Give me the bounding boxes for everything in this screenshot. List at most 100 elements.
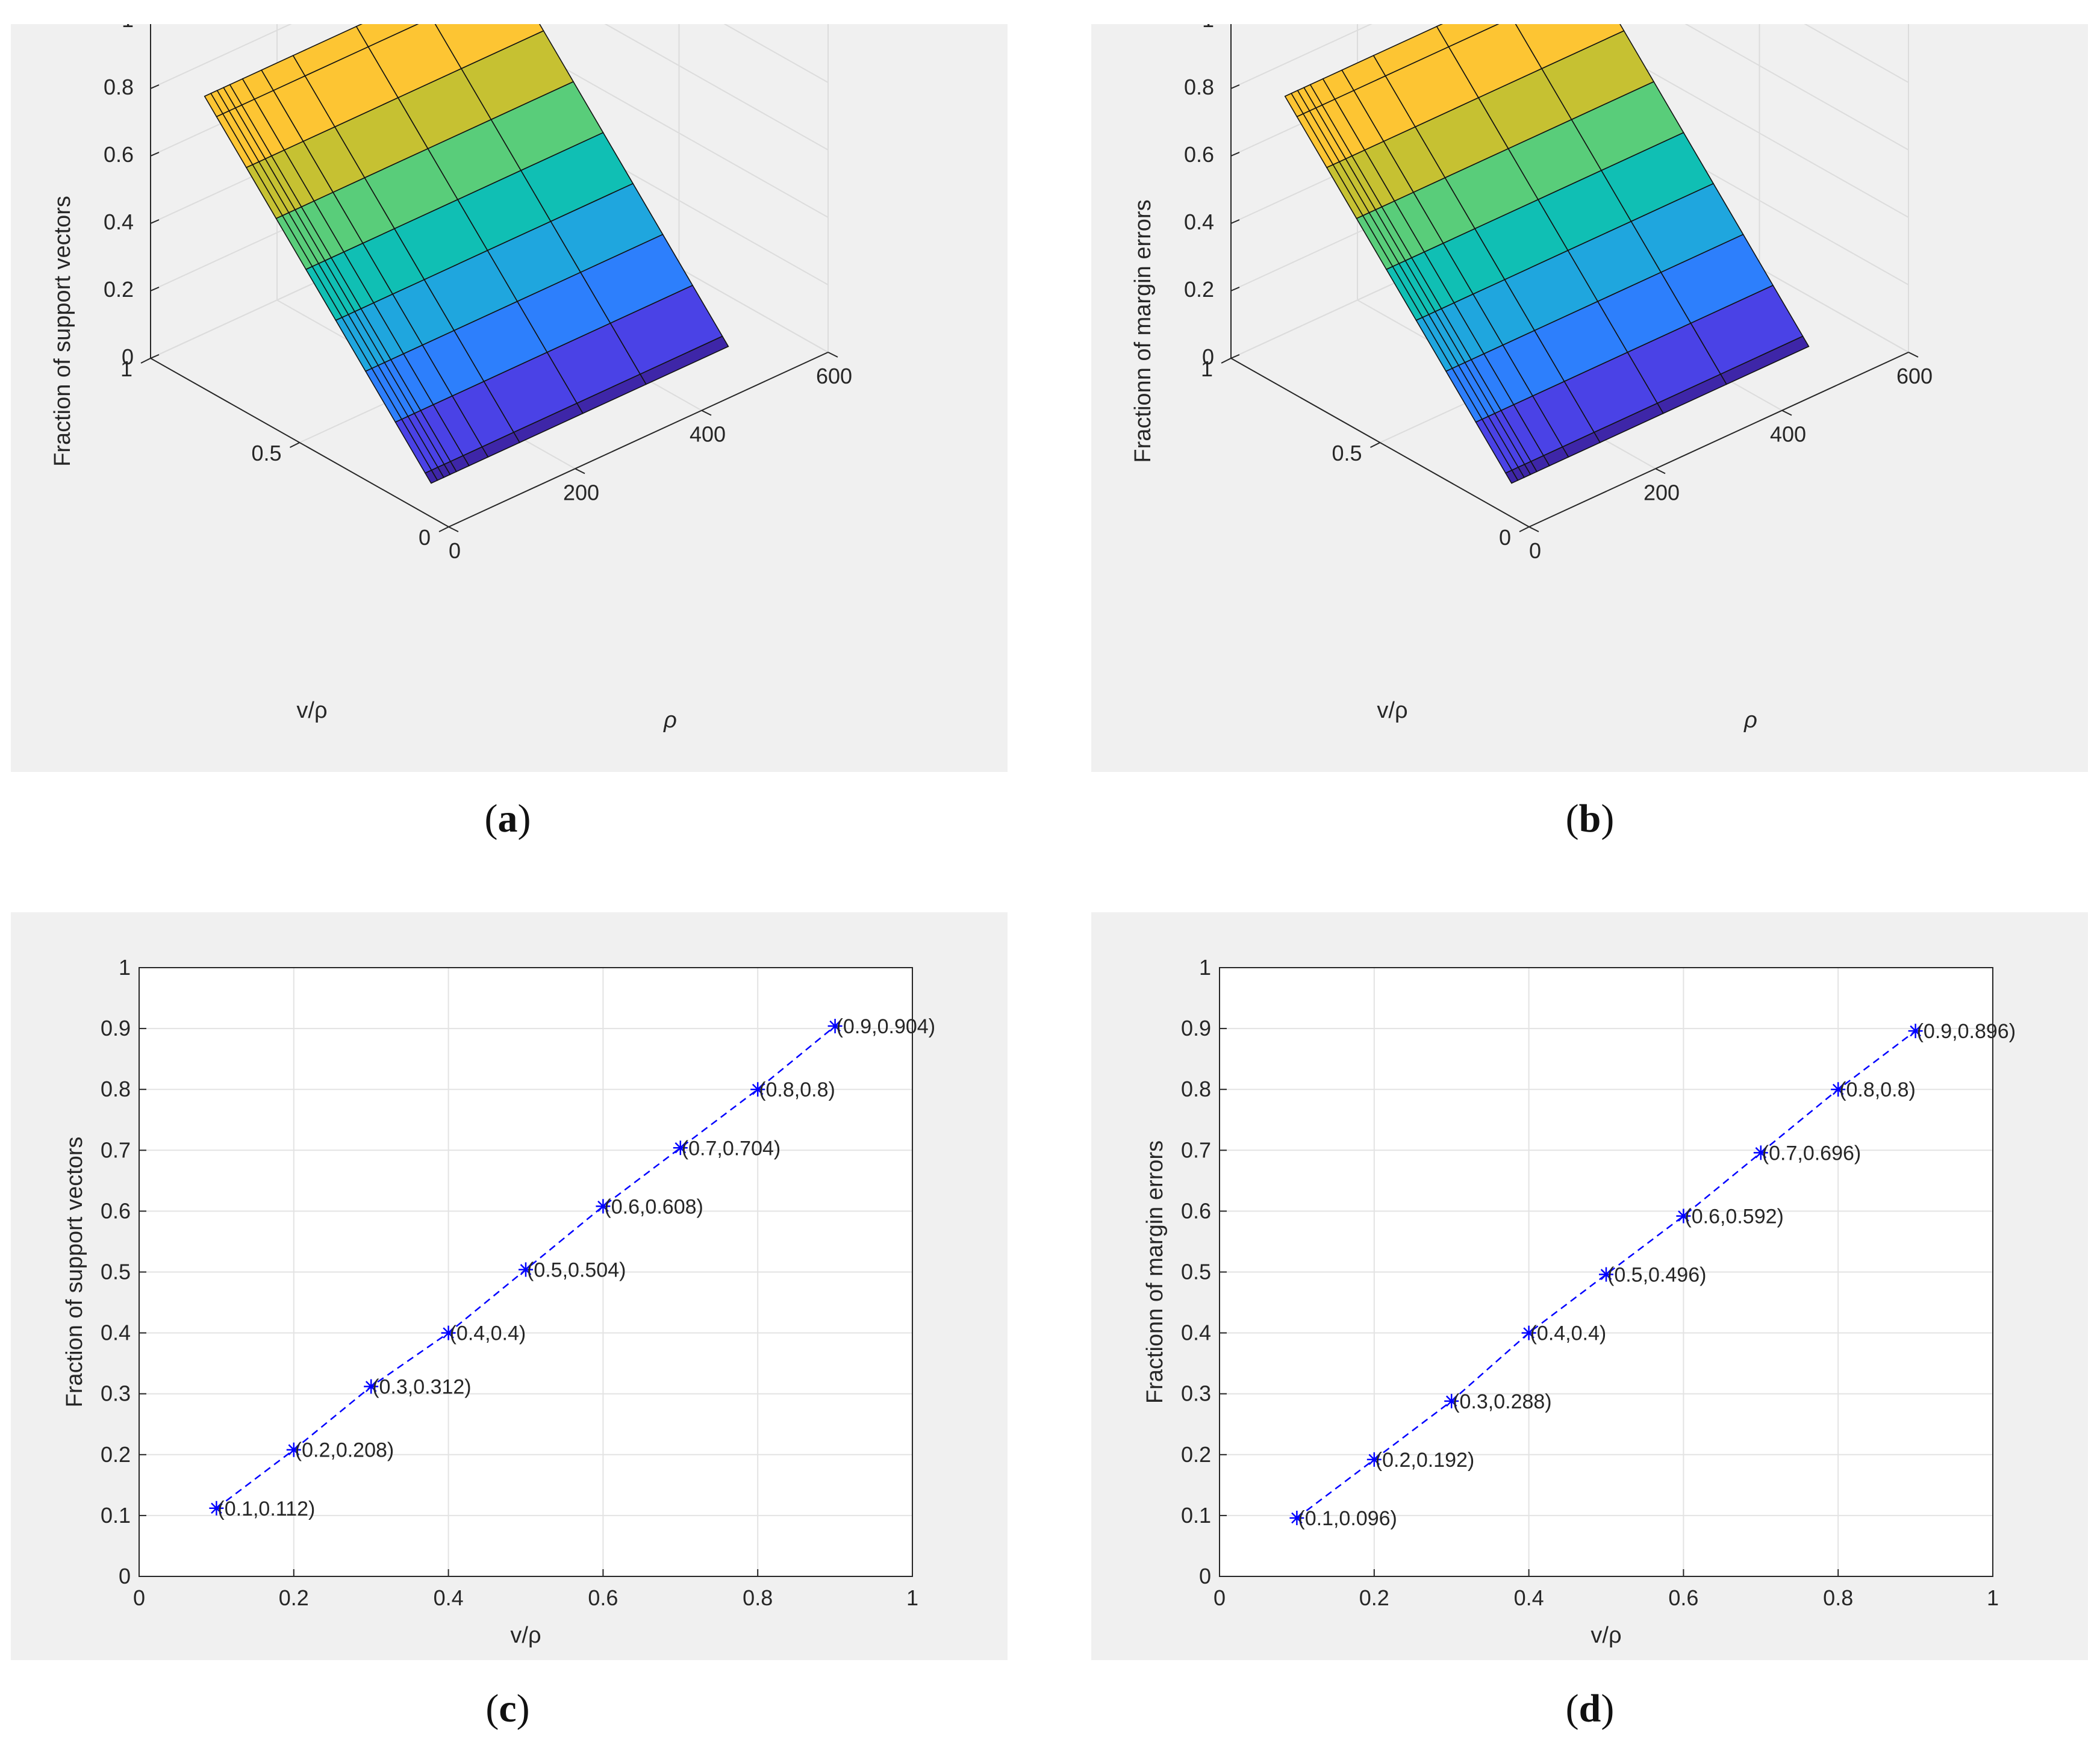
data-point bbox=[827, 1019, 843, 1034]
data-point bbox=[596, 1199, 611, 1214]
data-point bbox=[1366, 1452, 1382, 1467]
x-tick-label: 0.5 bbox=[1332, 441, 1362, 465]
z-tick-mark bbox=[150, 287, 160, 291]
y-tick-label: 0.8 bbox=[101, 1077, 131, 1101]
data-label: (0.5,0.504) bbox=[527, 1258, 626, 1281]
y-tick-label: 0.7 bbox=[101, 1137, 131, 1162]
x-tick-label: 0.5 bbox=[251, 441, 281, 465]
data-point bbox=[1521, 1325, 1536, 1340]
x-tick-mark bbox=[438, 526, 449, 532]
y-axis-label: ρ bbox=[663, 708, 677, 733]
y-tick-mark bbox=[1781, 409, 1792, 416]
y-tick-label: 0.4 bbox=[1181, 1320, 1211, 1345]
y-tick-label: 0.6 bbox=[1181, 1198, 1211, 1223]
data-point bbox=[1599, 1267, 1613, 1282]
x-tick-label: 1 bbox=[120, 356, 132, 381]
z-tick-label: 0.4 bbox=[1184, 210, 1214, 234]
x-tick-label: 0.2 bbox=[1359, 1585, 1389, 1610]
data-label: (0.8,0.8) bbox=[1839, 1078, 1916, 1101]
chart-svg: 0 0.2 0.4 0.6 0.8 1 0 0.1 0.2 0.3 0.4 0.5 0.6 0.7 0.8 0… bbox=[1142, 955, 2016, 1648]
x-axis-label: v/ρ bbox=[1591, 1623, 1621, 1648]
marker-stroke bbox=[1755, 1147, 1767, 1159]
y-axis-label: ρ bbox=[1743, 708, 1757, 733]
z-tick-mark bbox=[150, 354, 160, 359]
x-tick-label: 1 bbox=[906, 1585, 918, 1610]
x-axis-label: v/ρ bbox=[510, 1623, 541, 1648]
y-tick-mark bbox=[448, 526, 459, 532]
x-tick-mark bbox=[1370, 442, 1380, 448]
y-tick-label: 0 bbox=[1199, 1564, 1211, 1588]
z-tick-mark bbox=[150, 219, 160, 224]
data-label: (0.5,0.496) bbox=[1607, 1264, 1706, 1287]
marker-stroke bbox=[211, 1502, 222, 1514]
z-tick-label: 0.8 bbox=[1184, 75, 1214, 99]
y-tick-label: 0.9 bbox=[101, 1016, 131, 1040]
marker-stroke bbox=[675, 1142, 687, 1154]
z-tick-label: 0 bbox=[1202, 344, 1214, 369]
y-tick-label: 400 bbox=[1770, 422, 1806, 447]
x-tick-label: 0.6 bbox=[588, 1585, 618, 1610]
data-label: (0.6,0.592) bbox=[1684, 1205, 1783, 1228]
data-label: (0.9,0.904) bbox=[837, 1015, 935, 1038]
marker-stroke bbox=[1291, 1512, 1303, 1524]
data-point bbox=[1444, 1393, 1459, 1408]
z-tick-label: 0.6 bbox=[1184, 142, 1214, 167]
marker-stroke bbox=[1910, 1025, 1921, 1037]
y-tick-label: 0.8 bbox=[1181, 1077, 1211, 1101]
y-axis-line bbox=[1528, 352, 1909, 527]
y-tick-label: 0 bbox=[1529, 538, 1541, 563]
y-tick-label: 0.3 bbox=[1181, 1381, 1211, 1406]
surface-patch bbox=[1515, 24, 1625, 69]
surface-patch bbox=[434, 24, 544, 69]
x-tick-mark bbox=[1519, 526, 1530, 532]
z-tick-label: 1 bbox=[1202, 24, 1214, 32]
marker-stroke bbox=[1832, 1083, 1844, 1095]
y-tick-label: 600 bbox=[816, 364, 852, 388]
data-point bbox=[1753, 1145, 1768, 1160]
data-point bbox=[286, 1442, 301, 1457]
data-point bbox=[364, 1379, 379, 1394]
z-tick-label: 0.6 bbox=[104, 142, 134, 167]
data-point bbox=[1831, 1082, 1846, 1097]
data-label: (0.2,0.208) bbox=[295, 1439, 394, 1462]
x-axis-label: v/ρ bbox=[1377, 698, 1407, 723]
marker-stroke bbox=[597, 1201, 609, 1212]
z-tick-label: 0.2 bbox=[1184, 277, 1214, 302]
y-tick-label: 1 bbox=[1199, 955, 1211, 980]
x-tick-label: 0.8 bbox=[1823, 1585, 1853, 1610]
data-label: (0.9,0.896) bbox=[1917, 1020, 2016, 1043]
caption-b: (b) bbox=[1565, 797, 1615, 841]
y-tick-label: 200 bbox=[1644, 480, 1680, 505]
surface-patch bbox=[1448, 24, 1543, 99]
x-tick-label: 0 bbox=[1214, 1585, 1226, 1610]
z-tick-label: 0.2 bbox=[104, 277, 134, 302]
y-tick-mark bbox=[701, 409, 712, 416]
y-tick-mark bbox=[1655, 468, 1666, 474]
data-label: (0.3,0.288) bbox=[1453, 1390, 1551, 1413]
marker-stroke bbox=[752, 1083, 764, 1095]
z-tick-mark bbox=[1230, 287, 1240, 291]
z-axis-label: Fractionn of margin errors bbox=[1130, 199, 1156, 462]
z-tick-mark bbox=[1230, 152, 1240, 157]
y-tick-label: 0.5 bbox=[1181, 1260, 1211, 1284]
panel-c: 0 0.2 0.4 0.6 0.8 1 0 0.1 0.2 0.3 0.4 0.5 0.6 0.7 0.8 0… bbox=[11, 912, 1008, 1660]
data-label: (0.4,0.4) bbox=[1530, 1322, 1607, 1345]
data-label: (0.2,0.192) bbox=[1376, 1449, 1474, 1472]
z-tick-label: 0 bbox=[122, 344, 134, 369]
surface-patch bbox=[355, 24, 419, 48]
y-tick-label: 0.2 bbox=[101, 1442, 131, 1467]
marker-stroke bbox=[365, 1381, 377, 1392]
data-label: (0.7,0.704) bbox=[682, 1137, 780, 1160]
marker-stroke bbox=[1368, 1454, 1380, 1466]
y-axis-line bbox=[448, 352, 829, 527]
y-tick-label: 0.1 bbox=[101, 1503, 131, 1528]
x-tick-label: 0 bbox=[1499, 525, 1511, 550]
y-tick-label: 0.3 bbox=[101, 1381, 131, 1406]
caption-a: (a) bbox=[484, 797, 531, 841]
y-tick-label: 0.5 bbox=[101, 1260, 131, 1284]
